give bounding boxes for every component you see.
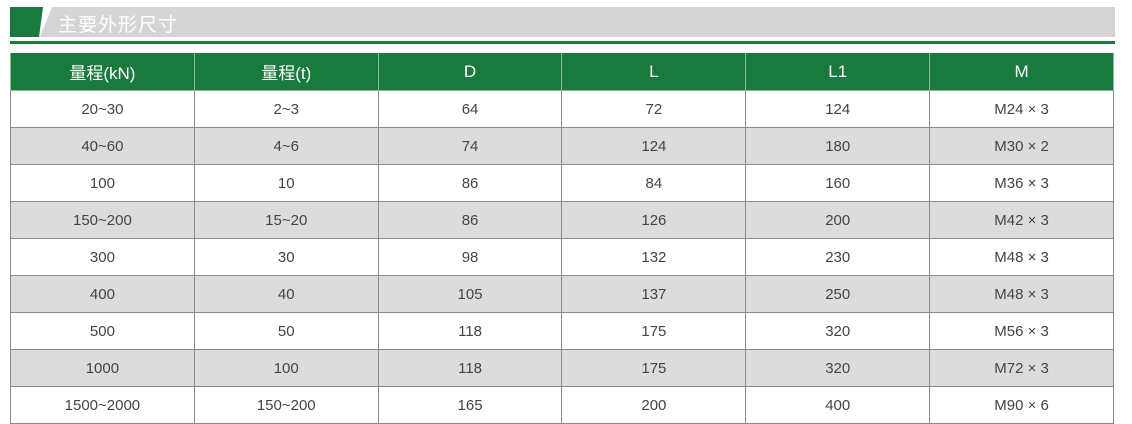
table-cell: 98 xyxy=(377,238,563,276)
table-cell: 200 xyxy=(561,386,747,424)
column-header: M xyxy=(929,53,1114,91)
table-cell: 30 xyxy=(193,238,379,276)
table-row: 400 40 105 137 250 M48 × 3 xyxy=(10,275,1114,313)
table-cell: 64 xyxy=(377,90,563,128)
table-cell: 500 xyxy=(10,312,195,350)
table-cell: 250 xyxy=(745,275,931,313)
table-cell: 40~60 xyxy=(10,127,195,165)
table-row: 40~60 4~6 74 124 180 M30 × 2 xyxy=(10,127,1114,165)
table-cell: 4~6 xyxy=(193,127,379,165)
table-cell: 100 xyxy=(193,349,379,387)
table-cell: 137 xyxy=(561,275,747,313)
table-cell: M24 × 3 xyxy=(929,90,1114,128)
table-cell: 180 xyxy=(745,127,931,165)
table-cell: 50 xyxy=(193,312,379,350)
table-row: 1000 100 118 175 320 M72 × 3 xyxy=(10,349,1114,387)
table-cell: 160 xyxy=(745,164,931,202)
table-cell: 320 xyxy=(745,312,931,350)
table-cell: 175 xyxy=(561,312,747,350)
table-cell: 74 xyxy=(377,127,563,165)
table-cell: 86 xyxy=(377,201,563,239)
table-cell: 320 xyxy=(745,349,931,387)
section-title: 主要外形尺寸 xyxy=(58,15,179,36)
table-cell: 126 xyxy=(561,201,747,239)
table-cell: 100 xyxy=(10,164,195,202)
table-cell: 118 xyxy=(377,349,563,387)
table-cell: 150~200 xyxy=(193,386,379,424)
table-cell: 165 xyxy=(377,386,563,424)
table-cell: 230 xyxy=(745,238,931,276)
table-cell: 175 xyxy=(561,349,747,387)
column-header: D xyxy=(377,53,563,91)
table-row: 20~30 2~3 64 72 124 M24 × 3 xyxy=(10,90,1114,128)
title-background xyxy=(40,7,1115,37)
table-cell: 40 xyxy=(193,275,379,313)
table-cell: M90 × 6 xyxy=(929,386,1114,424)
table-header-row: 量程(kN) 量程(t) D L L1 M xyxy=(10,53,1114,91)
table-cell: M56 × 3 xyxy=(929,312,1114,350)
table-cell: 118 xyxy=(377,312,563,350)
table-cell: 400 xyxy=(10,275,195,313)
table-cell: M42 × 3 xyxy=(929,201,1114,239)
section-title-bar: 主要外形尺寸 xyxy=(10,7,1115,37)
table-cell: M48 × 3 xyxy=(929,238,1114,276)
table-cell: M48 × 3 xyxy=(929,275,1114,313)
table-row: 100 10 86 84 160 M36 × 3 xyxy=(10,164,1114,202)
table-cell: 132 xyxy=(561,238,747,276)
table-row: 150~200 15~20 86 126 200 M42 × 3 xyxy=(10,201,1114,239)
table-cell: 300 xyxy=(10,238,195,276)
table-cell: 72 xyxy=(561,90,747,128)
column-header: L1 xyxy=(745,53,931,91)
title-accent-block xyxy=(10,7,43,37)
column-header: 量程(kN) xyxy=(10,53,195,91)
table-cell: 2~3 xyxy=(193,90,379,128)
table-cell: M36 × 3 xyxy=(929,164,1114,202)
table-cell: 15~20 xyxy=(193,201,379,239)
table-cell: 84 xyxy=(561,164,747,202)
table-cell: M72 × 3 xyxy=(929,349,1114,387)
table-cell: M30 × 2 xyxy=(929,127,1114,165)
table-cell: 86 xyxy=(377,164,563,202)
table-row: 300 30 98 132 230 M48 × 3 xyxy=(10,238,1114,276)
table-cell: 200 xyxy=(745,201,931,239)
table-cell: 150~200 xyxy=(10,201,195,239)
table-cell: 124 xyxy=(561,127,747,165)
table-cell: 20~30 xyxy=(10,90,195,128)
column-header: 量程(t) xyxy=(193,53,379,91)
table-cell: 400 xyxy=(745,386,931,424)
table-row: 1500~2000 150~200 165 200 400 M90 × 6 xyxy=(10,386,1114,424)
table-cell: 124 xyxy=(745,90,931,128)
column-header: L xyxy=(561,53,747,91)
table-cell: 105 xyxy=(377,275,563,313)
table-cell: 1500~2000 xyxy=(10,386,195,424)
table-cell: 10 xyxy=(193,164,379,202)
divider xyxy=(10,41,1115,44)
table-row: 500 50 118 175 320 M56 × 3 xyxy=(10,312,1114,350)
table-cell: 1000 xyxy=(10,349,195,387)
